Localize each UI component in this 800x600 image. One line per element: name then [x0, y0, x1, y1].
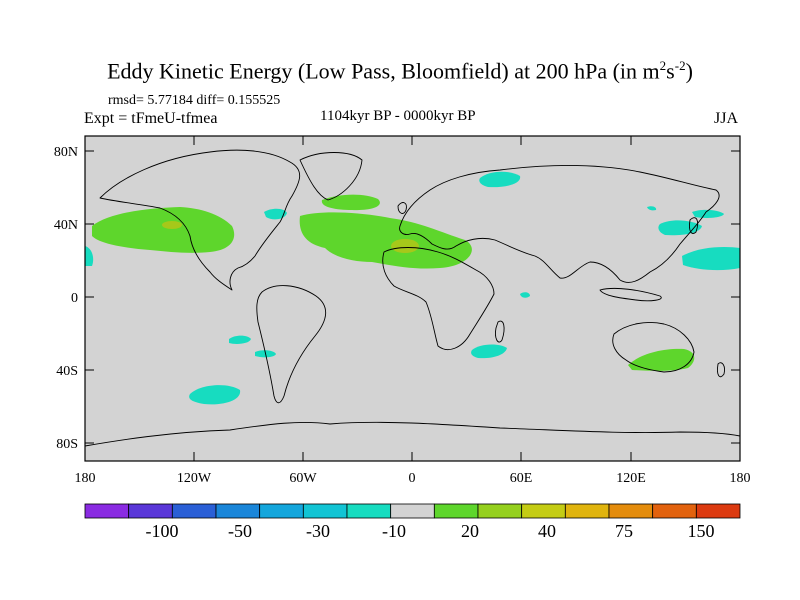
longitude-labels: 180 120W 60W 0 60E 120E 180 [75, 471, 751, 486]
map-background [85, 136, 740, 461]
period-label: 1104kyr BP - 0000kyr BP [320, 108, 476, 124]
colorbar-label-3: -30 [306, 521, 330, 541]
colorbar-label-8: 150 [688, 521, 715, 541]
coastline-japan [689, 217, 699, 234]
colorbar-segment [695, 503, 741, 519]
lat-label-80n: 80N [54, 145, 78, 160]
coastline-antarctica [84, 421, 741, 447]
colorbar-segment [346, 503, 392, 519]
colorbar-label-4: -10 [382, 521, 406, 541]
colorbar-segment [608, 503, 654, 519]
lat-label-0: 0 [71, 291, 78, 306]
negative-region-labrador [264, 208, 287, 220]
coastline-greenland [299, 152, 363, 201]
experiment-label: Expt = tFmeU-tfmea [84, 110, 218, 127]
coastline-britain [397, 202, 407, 214]
colorbar-label-1: -100 [146, 521, 179, 541]
coastline-eurasia [399, 164, 720, 283]
lon-label-60e: 60E [510, 471, 533, 486]
coastline-south-america [256, 285, 327, 404]
negative-region-japan [692, 209, 724, 218]
colorbar-segment [652, 503, 697, 519]
negative-region-indian-east [520, 292, 530, 298]
colorbar-segment [477, 503, 523, 519]
axis-ticks [85, 136, 740, 461]
colorbar [84, 503, 741, 519]
statistics-text: rmsd= 5.77184 diff= 0.155525 [108, 93, 281, 108]
lon-label-180w: 180 [75, 471, 96, 486]
positive-region-natlantic [299, 212, 472, 269]
negative-region-pacific-west [85, 246, 94, 266]
colorbar-segment [302, 503, 348, 519]
lat-label-40s: 40S [56, 364, 78, 379]
colorbar-label-5: 20 [461, 521, 479, 541]
colorbar-segment [564, 503, 610, 519]
coastline-australia [612, 322, 695, 373]
negative-region-east-asia [647, 206, 657, 211]
positive-region-natlantic-core [391, 239, 419, 253]
latitude-labels: 80N 40N 0 40S 80S [54, 145, 78, 452]
colorbar-segment [128, 503, 173, 519]
lat-label-80s: 80S [56, 437, 78, 452]
anomaly-shading [85, 171, 740, 405]
colorbar-segment [215, 503, 261, 519]
colorbar-segment [433, 503, 479, 519]
colorbar-segment [171, 503, 217, 519]
coastline-north-america [99, 149, 301, 291]
positive-region-australia [628, 348, 695, 371]
negative-region-south-indian [471, 344, 507, 359]
colorbar-label-7: 75 [615, 521, 633, 541]
colorbar-labels: -100 -50 -30 -10 20 40 75 150 [146, 521, 715, 541]
lon-label-0: 0 [409, 471, 416, 486]
coastline-madagascar [495, 320, 505, 343]
lon-label-120w: 120W [177, 471, 212, 486]
lon-label-180e: 180 [730, 471, 751, 486]
coastlines [84, 149, 741, 447]
negative-region-arctic [479, 171, 521, 188]
negative-region-south-pacific-c [189, 385, 241, 405]
positive-region-atlantic-north [321, 194, 380, 211]
colorbar-label-6: 40 [538, 521, 556, 541]
lon-label-120e: 120E [616, 471, 646, 486]
colorbar-segment [521, 503, 566, 519]
negative-region-south-pacific-a [229, 335, 251, 344]
colorbar-segment [259, 503, 304, 519]
positive-region-npacific-core [162, 221, 182, 229]
coastline-new-zealand [717, 362, 725, 378]
colorbar-segment [390, 503, 435, 519]
negative-region-ne-pacific [682, 246, 740, 271]
lat-label-40n: 40N [54, 218, 78, 233]
coastline-indonesia [599, 287, 662, 302]
map-title: Eddy Kinetic Energy (Low Pass, Bloomfiel… [107, 58, 693, 84]
colorbar-segment [84, 503, 130, 519]
colorbar-label-2: -50 [228, 521, 252, 541]
lon-label-60w: 60W [289, 471, 317, 486]
season-label: JJA [714, 110, 739, 127]
coastline-africa [382, 247, 495, 350]
positive-region-npacific [92, 207, 235, 253]
